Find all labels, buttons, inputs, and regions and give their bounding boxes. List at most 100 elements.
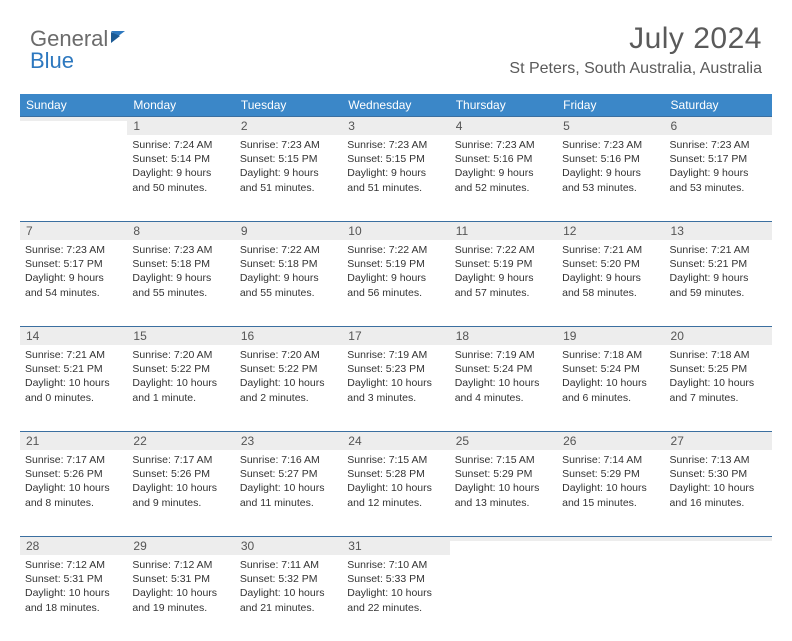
- day-cell: Sunrise: 7:21 AMSunset: 5:20 PMDaylight:…: [557, 240, 664, 326]
- day-cell: Sunrise: 7:24 AMSunset: 5:14 PMDaylight:…: [127, 135, 234, 221]
- daylight-text: Daylight: 10 hours: [347, 481, 444, 495]
- sunrise-text: Sunrise: 7:22 AM: [347, 243, 444, 257]
- sunrise-text: Sunrise: 7:21 AM: [25, 348, 122, 362]
- day-content: Sunrise: 7:23 AMSunset: 5:16 PMDaylight:…: [557, 135, 664, 201]
- day-content: Sunrise: 7:22 AMSunset: 5:19 PMDaylight:…: [450, 240, 557, 306]
- day-number: 16: [235, 326, 342, 345]
- day-cell: [450, 555, 557, 641]
- sunset-text: Sunset: 5:16 PM: [455, 152, 552, 166]
- daylight-text: and 9 minutes.: [132, 496, 229, 510]
- day-cell: Sunrise: 7:22 AMSunset: 5:19 PMDaylight:…: [342, 240, 449, 326]
- day-number-cell: 25: [450, 431, 557, 450]
- day-number: [665, 536, 772, 541]
- day-content: Sunrise: 7:23 AMSunset: 5:17 PMDaylight:…: [665, 135, 772, 201]
- day-number-cell: 5: [557, 116, 664, 135]
- sunset-text: Sunset: 5:29 PM: [455, 467, 552, 481]
- day-number: 29: [127, 536, 234, 555]
- week-content-row: Sunrise: 7:23 AMSunset: 5:17 PMDaylight:…: [20, 240, 772, 326]
- day-cell: Sunrise: 7:18 AMSunset: 5:25 PMDaylight:…: [665, 345, 772, 431]
- day-number-cell: 9: [235, 221, 342, 240]
- day-number-cell: 27: [665, 431, 772, 450]
- day-content: Sunrise: 7:17 AMSunset: 5:26 PMDaylight:…: [20, 450, 127, 516]
- day-cell: Sunrise: 7:20 AMSunset: 5:22 PMDaylight:…: [235, 345, 342, 431]
- day-number: 12: [557, 221, 664, 240]
- daylight-text: Daylight: 9 hours: [455, 166, 552, 180]
- daylight-text: and 52 minutes.: [455, 181, 552, 195]
- daylight-text: and 8 minutes.: [25, 496, 122, 510]
- sunset-text: Sunset: 5:24 PM: [562, 362, 659, 376]
- daylight-text: Daylight: 9 hours: [670, 271, 767, 285]
- sunrise-text: Sunrise: 7:23 AM: [455, 138, 552, 152]
- day-cell: Sunrise: 7:11 AMSunset: 5:32 PMDaylight:…: [235, 555, 342, 641]
- day-number: 18: [450, 326, 557, 345]
- daylight-text: Daylight: 10 hours: [347, 376, 444, 390]
- day-number-cell: 31: [342, 536, 449, 555]
- day-cell: Sunrise: 7:19 AMSunset: 5:23 PMDaylight:…: [342, 345, 449, 431]
- sunset-text: Sunset: 5:28 PM: [347, 467, 444, 481]
- daylight-text: and 15 minutes.: [562, 496, 659, 510]
- day-number: 31: [342, 536, 449, 555]
- day-cell: [665, 555, 772, 641]
- sunset-text: Sunset: 5:31 PM: [25, 572, 122, 586]
- day-number-cell: 14: [20, 326, 127, 345]
- daylight-text: Daylight: 9 hours: [562, 271, 659, 285]
- sunrise-text: Sunrise: 7:21 AM: [670, 243, 767, 257]
- sunset-text: Sunset: 5:15 PM: [240, 152, 337, 166]
- sunset-text: Sunset: 5:20 PM: [562, 257, 659, 271]
- sunrise-text: Sunrise: 7:23 AM: [132, 243, 229, 257]
- day-number: 20: [665, 326, 772, 345]
- sunset-text: Sunset: 5:14 PM: [132, 152, 229, 166]
- day-cell: [20, 135, 127, 221]
- daylight-text: and 51 minutes.: [347, 181, 444, 195]
- day-content: Sunrise: 7:11 AMSunset: 5:32 PMDaylight:…: [235, 555, 342, 621]
- day-number: 1: [127, 116, 234, 135]
- day-number: 2: [235, 116, 342, 135]
- daylight-text: Daylight: 10 hours: [132, 376, 229, 390]
- day-cell: Sunrise: 7:23 AMSunset: 5:18 PMDaylight:…: [127, 240, 234, 326]
- day-content: Sunrise: 7:16 AMSunset: 5:27 PMDaylight:…: [235, 450, 342, 516]
- day-cell: Sunrise: 7:17 AMSunset: 5:26 PMDaylight:…: [127, 450, 234, 536]
- daylight-text: Daylight: 9 hours: [670, 166, 767, 180]
- sunrise-text: Sunrise: 7:13 AM: [670, 453, 767, 467]
- daylight-text: and 18 minutes.: [25, 601, 122, 615]
- day-number-cell: 3: [342, 116, 449, 135]
- day-number-cell: 2: [235, 116, 342, 135]
- sunrise-text: Sunrise: 7:20 AM: [132, 348, 229, 362]
- daylight-text: and 22 minutes.: [347, 601, 444, 615]
- day-cell: Sunrise: 7:12 AMSunset: 5:31 PMDaylight:…: [20, 555, 127, 641]
- day-number-cell: 17: [342, 326, 449, 345]
- daylight-text: and 59 minutes.: [670, 286, 767, 300]
- daylight-text: and 7 minutes.: [670, 391, 767, 405]
- daynum-row: 21222324252627: [20, 431, 772, 450]
- day-number-cell: [20, 116, 127, 135]
- daylight-text: and 12 minutes.: [347, 496, 444, 510]
- day-cell: Sunrise: 7:12 AMSunset: 5:31 PMDaylight:…: [127, 555, 234, 641]
- sunrise-text: Sunrise: 7:17 AM: [132, 453, 229, 467]
- sunrise-text: Sunrise: 7:19 AM: [347, 348, 444, 362]
- day-content: Sunrise: 7:12 AMSunset: 5:31 PMDaylight:…: [20, 555, 127, 621]
- day-number: 4: [450, 116, 557, 135]
- sunset-text: Sunset: 5:30 PM: [670, 467, 767, 481]
- logo-blue-wrap: Blue: [30, 48, 74, 74]
- day-number-cell: 29: [127, 536, 234, 555]
- day-content: Sunrise: 7:15 AMSunset: 5:28 PMDaylight:…: [342, 450, 449, 516]
- sunrise-text: Sunrise: 7:12 AM: [25, 558, 122, 572]
- day-content: Sunrise: 7:23 AMSunset: 5:17 PMDaylight:…: [20, 240, 127, 306]
- day-content: Sunrise: 7:10 AMSunset: 5:33 PMDaylight:…: [342, 555, 449, 621]
- day-number: [450, 536, 557, 541]
- day-number-cell: 6: [665, 116, 772, 135]
- sunset-text: Sunset: 5:22 PM: [240, 362, 337, 376]
- daynum-row: 123456: [20, 116, 772, 135]
- sunrise-text: Sunrise: 7:15 AM: [455, 453, 552, 467]
- day-number: 5: [557, 116, 664, 135]
- sunrise-text: Sunrise: 7:23 AM: [670, 138, 767, 152]
- sunset-text: Sunset: 5:17 PM: [670, 152, 767, 166]
- daylight-text: and 16 minutes.: [670, 496, 767, 510]
- day-cell: Sunrise: 7:23 AMSunset: 5:16 PMDaylight:…: [450, 135, 557, 221]
- day-number-cell: [665, 536, 772, 555]
- day-content: Sunrise: 7:21 AMSunset: 5:21 PMDaylight:…: [20, 345, 127, 411]
- daylight-text: and 2 minutes.: [240, 391, 337, 405]
- sunset-text: Sunset: 5:21 PM: [25, 362, 122, 376]
- day-number-cell: 23: [235, 431, 342, 450]
- daynum-row: 14151617181920: [20, 326, 772, 345]
